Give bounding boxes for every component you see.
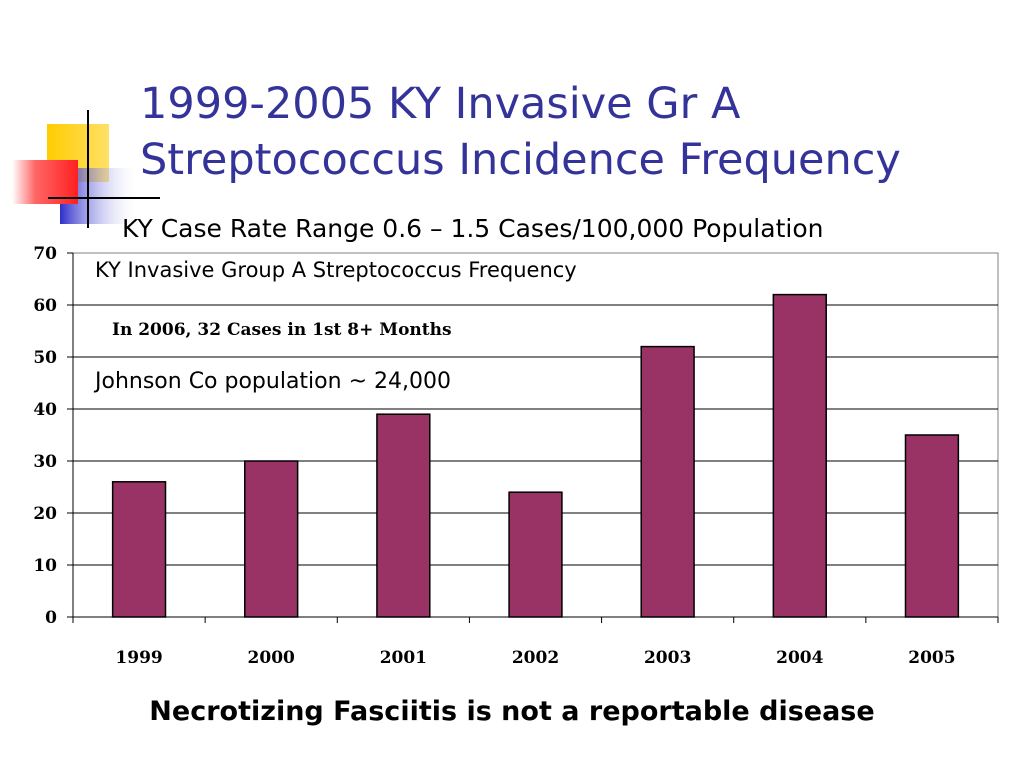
page-title: 1999-2005 KY Invasive Gr A Streptococcus… xyxy=(140,76,1010,188)
x-tick-label: 1999 xyxy=(115,648,162,668)
y-tick-label: 10 xyxy=(33,556,57,576)
bar-1999 xyxy=(111,481,167,618)
bar-2001 xyxy=(376,413,431,618)
annotation-2006: In 2006, 32 Cases in 1st 8+ Months xyxy=(112,320,452,340)
x-tick-label: 2003 xyxy=(644,648,691,668)
x-tick-label: 2000 xyxy=(248,648,295,668)
y-tick-label: 40 xyxy=(33,400,57,420)
y-tick-label: 30 xyxy=(33,452,57,472)
bar-2004 xyxy=(772,293,827,618)
y-tick-label: 20 xyxy=(33,504,57,524)
x-tick-label: 2004 xyxy=(776,648,823,668)
title-line-2: Streptococcus Incidence Frequency xyxy=(140,135,901,185)
chart-title: KY Invasive Group A Streptococcus Freque… xyxy=(95,258,577,282)
x-tick-label: 2002 xyxy=(512,648,559,668)
annotation-johnson-co: Johnson Co population ~ 24,000 xyxy=(95,369,451,394)
bar-2000 xyxy=(244,460,299,618)
corner-decoration xyxy=(12,110,160,228)
x-tick-label: 2005 xyxy=(908,648,955,668)
bar-2005 xyxy=(904,434,960,618)
y-tick-label: 0 xyxy=(45,608,57,628)
bar-2003 xyxy=(640,345,695,618)
y-tick-label: 70 xyxy=(33,244,57,264)
footer-note: Necrotizing Fasciitis is not a reportabl… xyxy=(149,696,875,727)
deco-red-square xyxy=(12,160,78,204)
y-tick-label: 60 xyxy=(33,296,57,316)
title-line-1: 1999-2005 KY Invasive Gr A xyxy=(140,79,741,129)
bar-2002 xyxy=(508,491,563,618)
y-tick-label: 50 xyxy=(33,348,57,368)
bar-chart: 0 10 20 30 40 50 60 70 1999 2000 2001 2002 2003 2004 2… xyxy=(33,244,999,668)
subtitle: KY Case Rate Range 0.6 – 1.5 Cases/100,0… xyxy=(122,214,824,243)
x-tick-label: 2001 xyxy=(380,648,427,668)
